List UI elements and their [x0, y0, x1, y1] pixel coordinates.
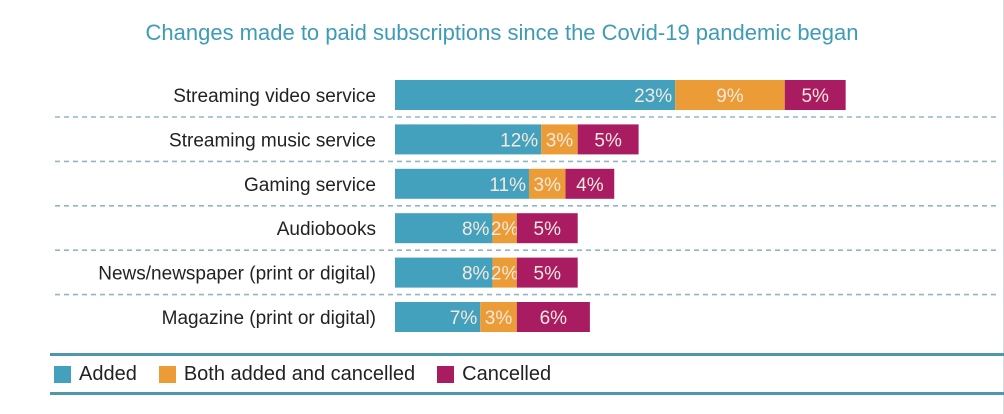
bar-segment-cancelled — [516, 213, 578, 244]
legend-label-added: Added — [79, 362, 137, 385]
value-label: 2% — [491, 264, 519, 285]
value-label: 8% — [462, 264, 490, 285]
value-label: 5% — [594, 130, 622, 151]
stacked-bar-chart: Streaming video service 23% 9% 5% Streaming … — [55, 80, 1000, 332]
chart-title: Changes made to paid subscriptions since… — [145, 20, 859, 45]
value-label: 4% — [576, 175, 604, 196]
bar-segment-added — [395, 168, 529, 199]
value-label: 6% — [540, 308, 568, 329]
bar-segment-both — [480, 302, 517, 332]
bar-segment-both — [541, 124, 578, 155]
bar-segment-cancelled — [784, 80, 846, 110]
legend-swatch-cancelled — [437, 365, 455, 383]
value-label: 8% — [462, 219, 490, 240]
value-label: 5% — [534, 264, 562, 285]
bar-segment-both — [675, 80, 785, 110]
value-label: 3% — [485, 308, 513, 329]
value-label: 9% — [716, 86, 744, 107]
legend-swatch-both — [158, 365, 176, 383]
legend-item-cancelled: Cancelled — [433, 363, 551, 386]
bar-segment-cancelled — [565, 168, 615, 199]
bar-segment-cancelled — [577, 124, 639, 155]
bar-segment-added — [395, 124, 542, 155]
bar-segment-both — [492, 257, 517, 288]
category-label: Streaming video service — [173, 86, 376, 107]
category-label: News/newspaper (print or digital) — [98, 264, 376, 285]
value-label: 5% — [534, 219, 562, 240]
legend: Added Both added and cancelled Cancelled — [50, 353, 1004, 395]
bar-segment-cancelled — [516, 302, 590, 332]
bar-segment-cancelled — [516, 257, 578, 288]
value-label: 5% — [801, 86, 829, 107]
bar-segment-added — [395, 80, 676, 110]
legend-item-added: Added — [50, 363, 137, 386]
legend-label-both: Both added and cancelled — [183, 362, 416, 385]
value-label: 23% — [634, 86, 672, 107]
bar-segment-added — [395, 302, 481, 332]
category-label: Audiobooks — [277, 219, 376, 240]
category-label: Streaming music service — [169, 130, 376, 151]
value-label: 3% — [546, 130, 574, 151]
legend-label-cancelled: Cancelled — [462, 362, 552, 385]
bar-segment-both — [528, 168, 566, 199]
category-label: Gaming service — [244, 175, 376, 196]
bar-segment-both — [492, 213, 517, 244]
value-label: 3% — [534, 175, 562, 196]
bar-segment-added — [395, 257, 493, 288]
legend-swatch-added — [54, 365, 71, 383]
value-label: 2% — [491, 219, 519, 240]
legend-item-both: Both added and cancelled — [155, 363, 415, 386]
value-label: 11% — [489, 175, 526, 196]
value-label: 12% — [500, 130, 538, 151]
category-label: Magazine (print or digital) — [162, 308, 376, 329]
value-label: 7% — [450, 308, 478, 329]
bar-segment-added — [395, 213, 493, 244]
